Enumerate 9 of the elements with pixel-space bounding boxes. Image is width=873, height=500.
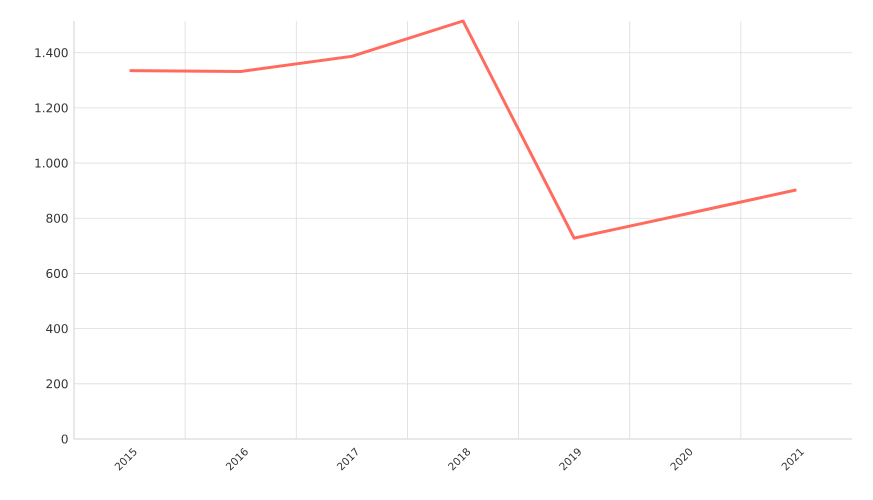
y-tick-label: 1.000 xyxy=(35,158,68,168)
y-tick-label: 0 xyxy=(62,434,68,444)
y-tick-label: 1.200 xyxy=(35,103,68,112)
y-tick-label: 400 xyxy=(46,324,68,334)
y-tick-label: 1.400 xyxy=(35,48,68,58)
y-tick-label: 800 xyxy=(46,214,68,223)
y-tick-label: 200 xyxy=(46,379,68,388)
line-series xyxy=(128,19,798,240)
y-tick-label: 600 xyxy=(46,268,68,278)
